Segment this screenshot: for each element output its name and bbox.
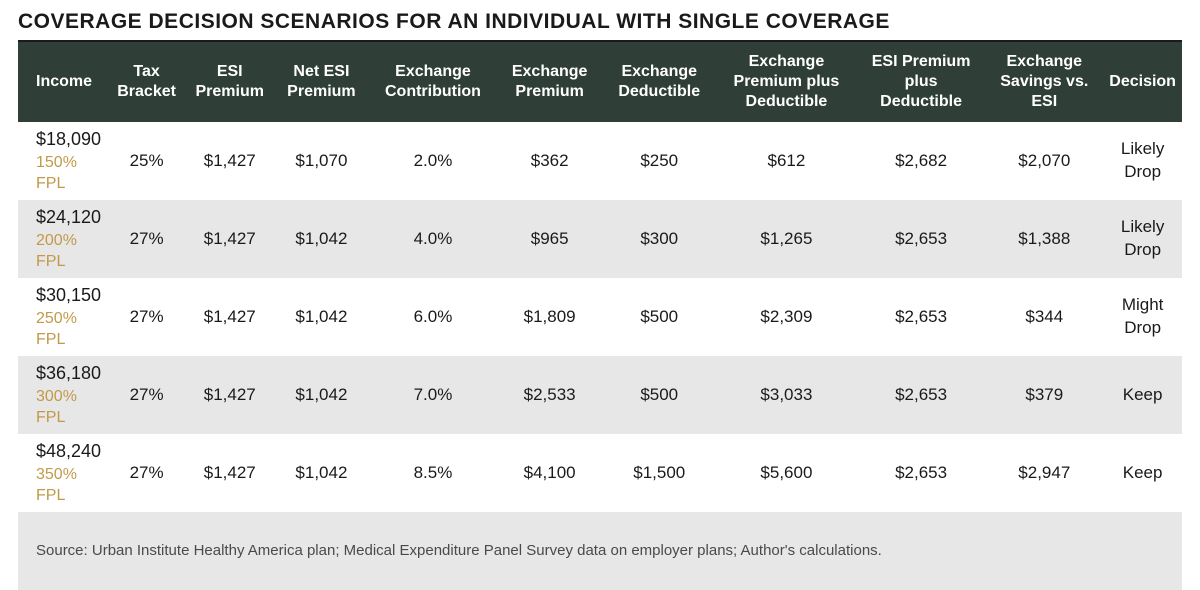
income-amount: $36,180 [36, 361, 103, 385]
cell-ex-premium: $2,533 [497, 356, 603, 434]
table-header-row: Income Tax Bracket ESI Premium Net ESI P… [18, 42, 1182, 122]
cell-net-esi: $1,042 [274, 278, 369, 356]
cell-tax: 27% [107, 356, 185, 434]
source-row: Source: Urban Institute Healthy America … [18, 512, 1182, 590]
cell-net-esi: $1,042 [274, 200, 369, 278]
cell-ex-contrib: 7.0% [369, 356, 497, 434]
cell-esi-premium: $1,427 [186, 278, 274, 356]
cell-ex-deduct: $250 [602, 122, 716, 200]
col-savings: Exchange Savings vs. ESI [985, 42, 1103, 122]
cell-decision: LikelyDrop [1103, 122, 1182, 200]
cell-income: $18,090150% FPL [18, 122, 107, 200]
col-decision: Decision [1103, 42, 1182, 122]
cell-ex-contrib: 4.0% [369, 200, 497, 278]
cell-tax: 27% [107, 200, 185, 278]
cell-ex-pd: $5,600 [716, 434, 857, 512]
page-title: COVERAGE DECISION SCENARIOS FOR AN INDIV… [18, 10, 1182, 42]
cell-income: $24,120200% FPL [18, 200, 107, 278]
col-ex-premium: Exchange Premium [497, 42, 603, 122]
table-row: $36,180300% FPL27%$1,427$1,0427.0%$2,533… [18, 356, 1182, 434]
cell-tax: 25% [107, 122, 185, 200]
cell-esi-pd: $2,653 [857, 356, 986, 434]
income-fpl: 250% FPL [36, 308, 103, 351]
cell-ex-deduct: $300 [602, 200, 716, 278]
cell-ex-pd: $3,033 [716, 356, 857, 434]
cell-savings: $2,947 [985, 434, 1103, 512]
cell-income: $30,150250% FPL [18, 278, 107, 356]
cell-tax: 27% [107, 278, 185, 356]
cell-savings: $2,070 [985, 122, 1103, 200]
cell-ex-deduct: $500 [602, 278, 716, 356]
cell-decision: LikelyDrop [1103, 200, 1182, 278]
income-amount: $30,150 [36, 283, 103, 307]
col-ex-deduct: Exchange Deductible [602, 42, 716, 122]
cell-ex-contrib: 6.0% [369, 278, 497, 356]
income-amount: $18,090 [36, 127, 103, 151]
cell-ex-pd: $1,265 [716, 200, 857, 278]
cell-esi-pd: $2,653 [857, 200, 986, 278]
cell-ex-pd: $612 [716, 122, 857, 200]
cell-ex-premium: $4,100 [497, 434, 603, 512]
cell-ex-contrib: 8.5% [369, 434, 497, 512]
table-body: $18,090150% FPL25%$1,427$1,0702.0%$362$2… [18, 122, 1182, 590]
col-income: Income [18, 42, 107, 122]
cell-tax: 27% [107, 434, 185, 512]
cell-net-esi: $1,042 [274, 356, 369, 434]
cell-esi-premium: $1,427 [186, 434, 274, 512]
col-ex-pd: Exchange Premium plus Deductible [716, 42, 857, 122]
col-net-esi: Net ESI Premium [274, 42, 369, 122]
col-esi-pd: ESI Premium plus Deductible [857, 42, 986, 122]
coverage-table: Income Tax Bracket ESI Premium Net ESI P… [18, 42, 1182, 590]
income-amount: $24,120 [36, 205, 103, 229]
cell-esi-premium: $1,427 [186, 356, 274, 434]
cell-net-esi: $1,070 [274, 122, 369, 200]
income-fpl: 200% FPL [36, 230, 103, 273]
table-row: $24,120200% FPL27%$1,427$1,0424.0%$965$3… [18, 200, 1182, 278]
cell-decision: MightDrop [1103, 278, 1182, 356]
cell-ex-premium: $1,809 [497, 278, 603, 356]
income-fpl: 300% FPL [36, 386, 103, 429]
cell-net-esi: $1,042 [274, 434, 369, 512]
cell-esi-premium: $1,427 [186, 122, 274, 200]
table-row: $18,090150% FPL25%$1,427$1,0702.0%$362$2… [18, 122, 1182, 200]
col-ex-contrib: Exchange Contribution [369, 42, 497, 122]
cell-income: $36,180300% FPL [18, 356, 107, 434]
cell-savings: $344 [985, 278, 1103, 356]
cell-income: $48,240350% FPL [18, 434, 107, 512]
cell-ex-contrib: 2.0% [369, 122, 497, 200]
table-row: $30,150250% FPL27%$1,427$1,0426.0%$1,809… [18, 278, 1182, 356]
income-fpl: 350% FPL [36, 464, 103, 507]
cell-ex-deduct: $1,500 [602, 434, 716, 512]
cell-ex-premium: $362 [497, 122, 603, 200]
cell-esi-pd: $2,653 [857, 434, 986, 512]
col-tax-bracket: Tax Bracket [107, 42, 185, 122]
cell-ex-premium: $965 [497, 200, 603, 278]
cell-decision: Keep [1103, 434, 1182, 512]
cell-esi-premium: $1,427 [186, 200, 274, 278]
table-row: $48,240350% FPL27%$1,427$1,0428.5%$4,100… [18, 434, 1182, 512]
col-esi-premium: ESI Premium [186, 42, 274, 122]
cell-ex-deduct: $500 [602, 356, 716, 434]
cell-esi-pd: $2,653 [857, 278, 986, 356]
cell-ex-pd: $2,309 [716, 278, 857, 356]
cell-decision: Keep [1103, 356, 1182, 434]
income-fpl: 150% FPL [36, 152, 103, 195]
income-amount: $48,240 [36, 439, 103, 463]
cell-savings: $1,388 [985, 200, 1103, 278]
cell-esi-pd: $2,682 [857, 122, 986, 200]
cell-savings: $379 [985, 356, 1103, 434]
source-text: Source: Urban Institute Healthy America … [18, 512, 1182, 590]
